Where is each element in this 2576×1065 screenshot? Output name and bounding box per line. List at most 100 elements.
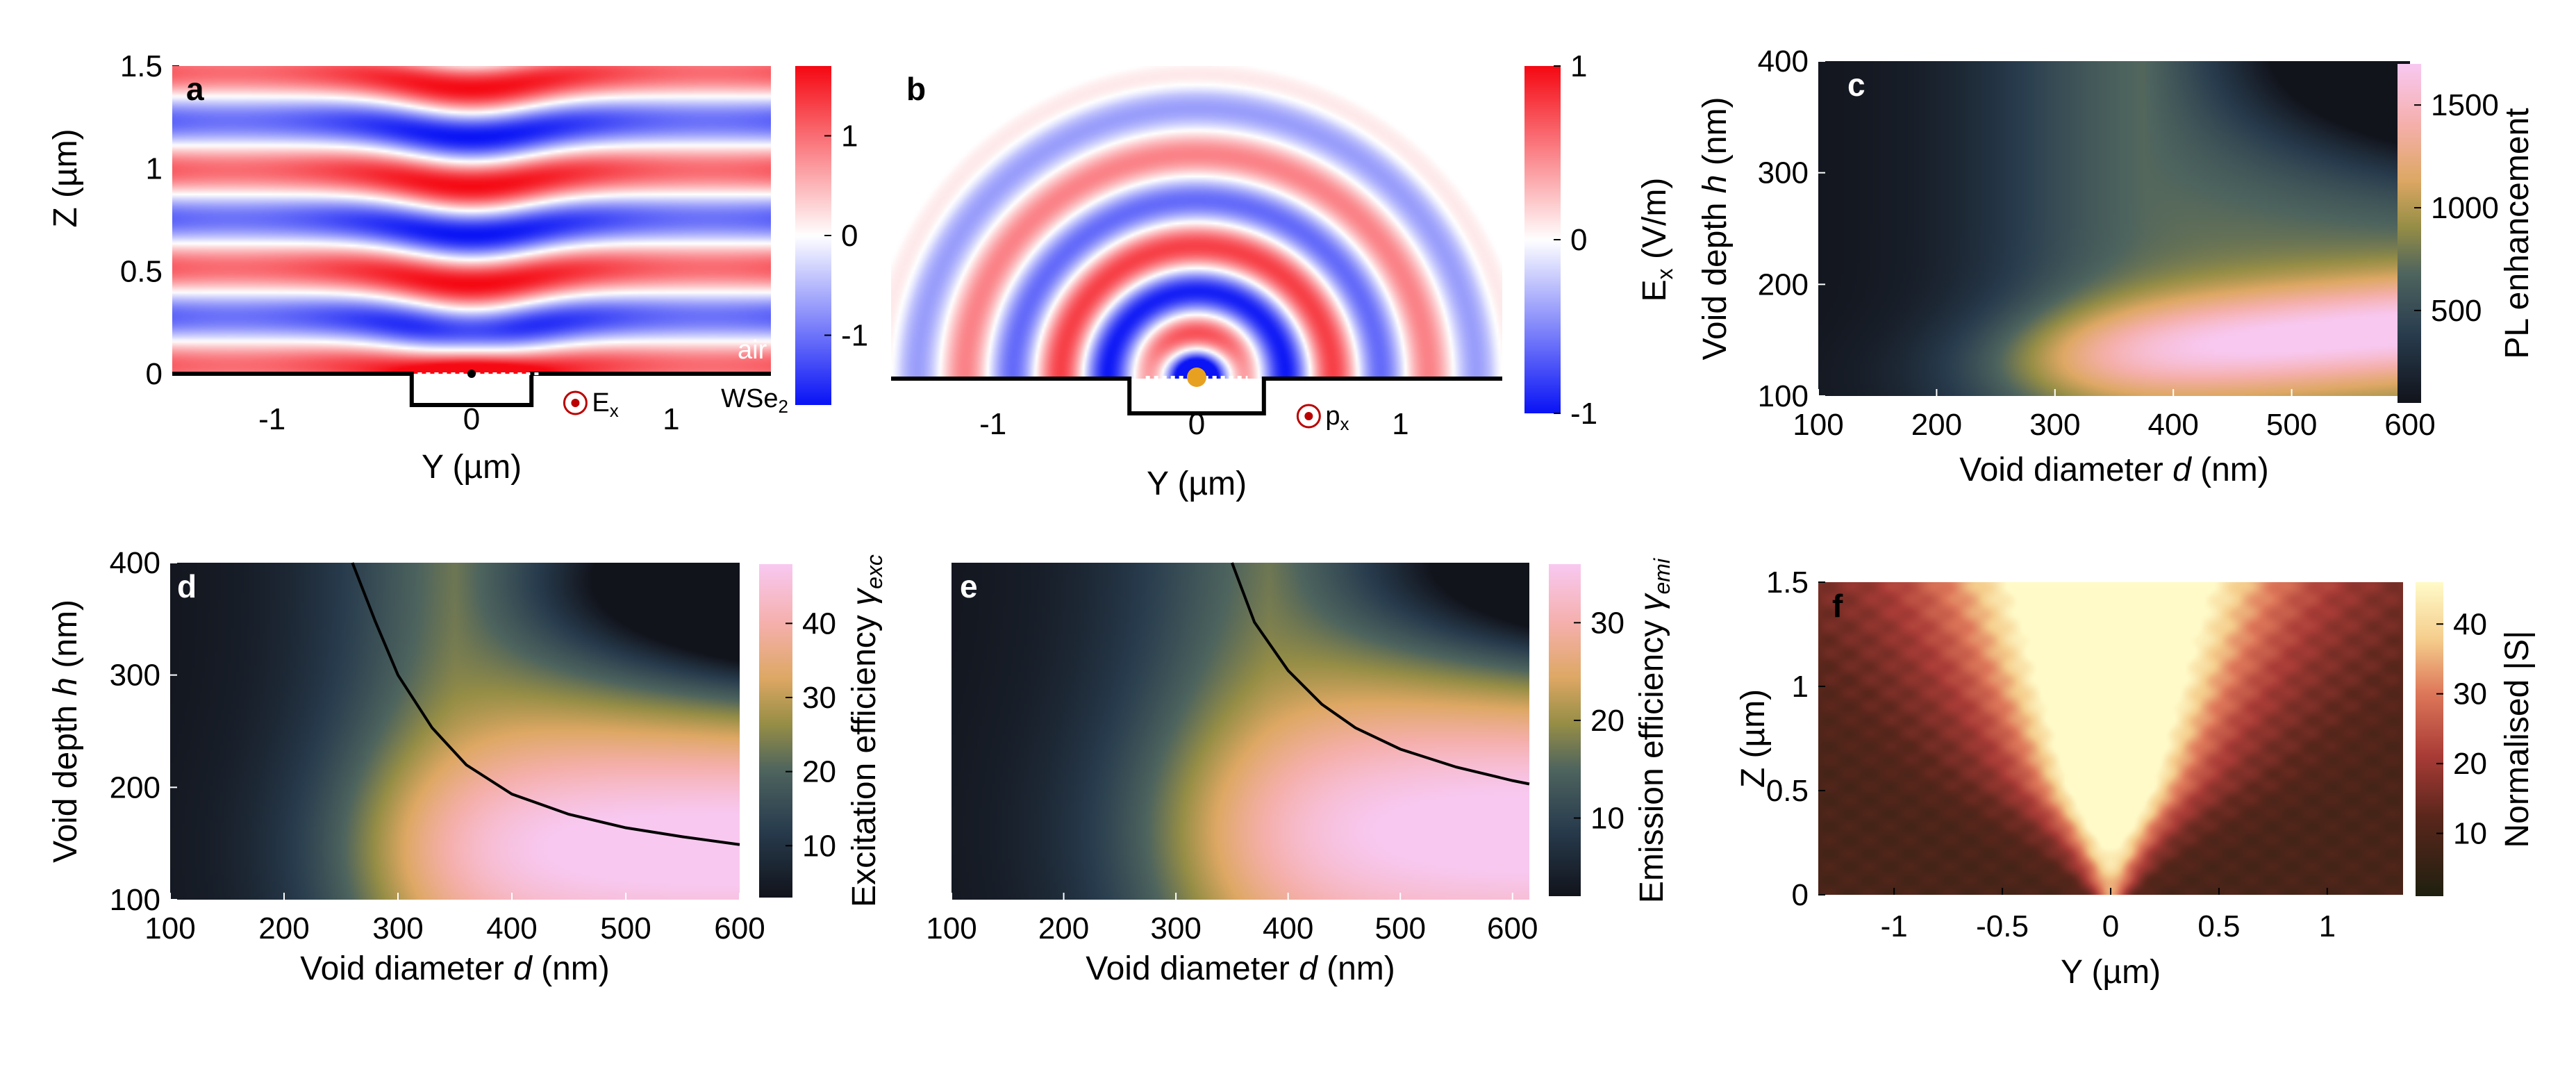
y-tick-label: 0 — [146, 357, 163, 391]
ex-label: Ex — [592, 388, 618, 421]
substrate-profile — [891, 377, 1502, 415]
x-tick-label: 600 — [1487, 911, 1538, 946]
colorbar-label: Ex (V/m) — [1636, 178, 1677, 302]
x-axis-label: Void diameter d (nm) — [1959, 452, 2269, 488]
axes-a: -1 0 1 0 0.5 1 1.5 a air WSe2 Ex Y (µm) Z (µm) — [47, 49, 788, 486]
x-axis-label: Void diameter d (nm) — [300, 950, 610, 987]
colorbar-label: PL enhancement — [2499, 108, 2536, 358]
panel-letter: e — [960, 568, 978, 604]
y-axis-label: Z (µm) — [1735, 689, 1772, 788]
y-axis-label: Void depth h (nm) — [47, 600, 84, 863]
source-dot — [467, 370, 476, 378]
x-axis-label: Y (µm) — [422, 449, 522, 486]
y-tick-label: 400 — [110, 546, 160, 580]
colorbar-tick-label: 1 — [1570, 49, 1587, 83]
colorbar-label: Emission efficiency γemi — [1634, 558, 1675, 903]
axes-e: 100 200 300 400 500 600 e Void diameter d (nm) — [926, 562, 1538, 987]
colorbar-tick-label: 30 — [1590, 606, 1624, 640]
x-tick-label: 300 — [372, 911, 423, 946]
x-tick-label: 200 — [1911, 408, 1962, 442]
x-tick-label: -1 — [979, 407, 1006, 441]
px-symbol-icon — [1296, 404, 1321, 429]
colorbar-tick-label: 30 — [802, 681, 836, 715]
y-tick-label: 100 — [1758, 379, 1809, 413]
x-axis-label: Void diameter d (nm) — [1086, 950, 1395, 987]
y-tick-label: 0 — [1792, 878, 1809, 912]
colorbar-tick-label: 20 — [2453, 747, 2487, 781]
optimum-curve — [1231, 562, 1530, 786]
x-tick-label: 500 — [600, 911, 651, 946]
colorbar-label: Normalised |S| — [2499, 630, 2536, 848]
panel-letter: c — [1847, 67, 1865, 103]
x-tick-label: 0 — [463, 402, 480, 436]
colorbar-tick-label: 0 — [841, 219, 858, 253]
x-tick-label: 1 — [2319, 909, 2336, 943]
x-tick-label: 200 — [1038, 911, 1089, 946]
y-tick-label: 0.5 — [120, 254, 163, 288]
colorbar-c: 500 1000 1500 — [2398, 64, 2499, 403]
x-tick-label: 500 — [1375, 911, 1426, 946]
y-axis-label: Z (µm) — [47, 129, 84, 227]
x-tick-label: 300 — [2029, 408, 2080, 442]
x-tick-label: -0.5 — [1976, 909, 2029, 943]
colorbar-d: 10 20 30 40 — [759, 564, 836, 898]
dipole-source — [1187, 368, 1206, 387]
colorbar-tick-label: 1500 — [2431, 88, 2499, 122]
px-label: px — [1325, 402, 1349, 434]
y-tick-label: 200 — [1758, 267, 1809, 302]
x-tick-label: 500 — [2266, 408, 2317, 442]
colorbar-f: 10 20 30 40 — [2416, 582, 2487, 896]
y-tick-label: 1.5 — [120, 49, 163, 83]
x-tick-label: 400 — [486, 911, 537, 946]
ex-symbol-dot — [571, 399, 580, 407]
colorbar-tick-label: 1000 — [2431, 191, 2499, 225]
y-tick-label: 400 — [1758, 44, 1809, 79]
axes-c: 100 200 300 400 500 600 100 200 300 400 c Void diam… — [1697, 44, 2436, 488]
colorbar-a: -1 0 1 — [795, 66, 868, 405]
colorbar-tick-label: -1 — [841, 319, 868, 353]
substrate-profile — [172, 372, 771, 407]
y-tick-label: 200 — [110, 770, 160, 804]
colorbar-tick-label: 10 — [2453, 817, 2487, 851]
axes-d: 100 200 300 400 500 600 100 200 300 400 d Void diam… — [47, 546, 765, 987]
x-tick-label: 0 — [2102, 909, 2119, 943]
x-tick-label: 1 — [1392, 407, 1409, 441]
colorbar-tick-label: 20 — [802, 755, 836, 789]
colorbar-gradient — [2398, 64, 2421, 403]
excitation-map — [170, 563, 740, 900]
colorbar-e: 10 20 30 — [1549, 564, 1624, 896]
colorbar-tick-label: 10 — [802, 829, 836, 863]
x-tick-label: 300 — [1150, 911, 1201, 946]
y-tick-label: 300 — [110, 659, 160, 693]
field-map — [891, 66, 1502, 379]
x-tick-label: 200 — [258, 911, 309, 946]
colorbar-tick-label: -1 — [1570, 397, 1597, 431]
pl-enhancement-map — [1818, 61, 2410, 396]
panel-letter: b — [906, 71, 926, 107]
colorbar-tick-label: 40 — [802, 606, 836, 641]
field-map — [172, 66, 771, 374]
x-tick-label: -1 — [258, 402, 285, 436]
x-tick-label: 600 — [714, 911, 765, 946]
y-tick-label: 1 — [1792, 670, 1809, 704]
colorbar-gradient — [1549, 564, 1581, 896]
emission-map — [952, 563, 1529, 900]
colorbar-tick-label: 0 — [1570, 223, 1587, 257]
x-tick-label: -1 — [1881, 909, 1908, 943]
axes-f: -1 -0.5 0 0.5 1 0 0.5 1 1.5 f Y (µm) Z (µm) — [1735, 565, 2403, 991]
x-tick-label: 100 — [1793, 408, 1843, 442]
x-axis-label: Y (µm) — [1147, 465, 1247, 502]
x-tick-label: 1 — [663, 402, 679, 436]
x-axis-label: Y (µm) — [2061, 954, 2161, 991]
panel-letter: a — [186, 71, 204, 107]
optimum-curve — [351, 562, 740, 846]
x-tick-label: 400 — [2147, 408, 2198, 442]
x-tick-label: 100 — [926, 911, 977, 946]
colorbar-gradient — [2416, 582, 2443, 896]
ex-symbol-icon — [563, 390, 588, 415]
wse2-label: WSe2 — [721, 384, 788, 417]
y-tick-label: 100 — [110, 883, 160, 917]
x-tick-label: 400 — [1263, 911, 1313, 946]
y-tick-label: 1.5 — [1766, 565, 1809, 600]
